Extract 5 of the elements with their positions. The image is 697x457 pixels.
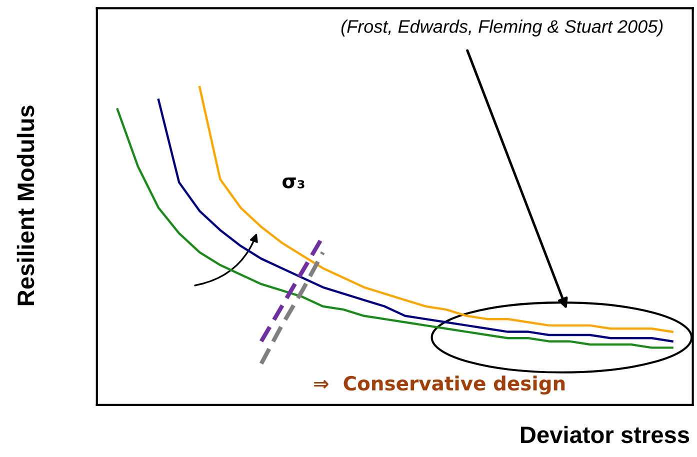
- x-axis-title: Deviator stress: [521, 426, 690, 444]
- y-axis-title: Resilient Modulus: [16, 106, 34, 306]
- annotation: ⇒ Conservative design: [314, 376, 565, 395]
- text: (Frost, Edwards, Fleming & Stuart 2005): [341, 20, 663, 36]
- annotation: σ₃: [282, 177, 304, 188]
